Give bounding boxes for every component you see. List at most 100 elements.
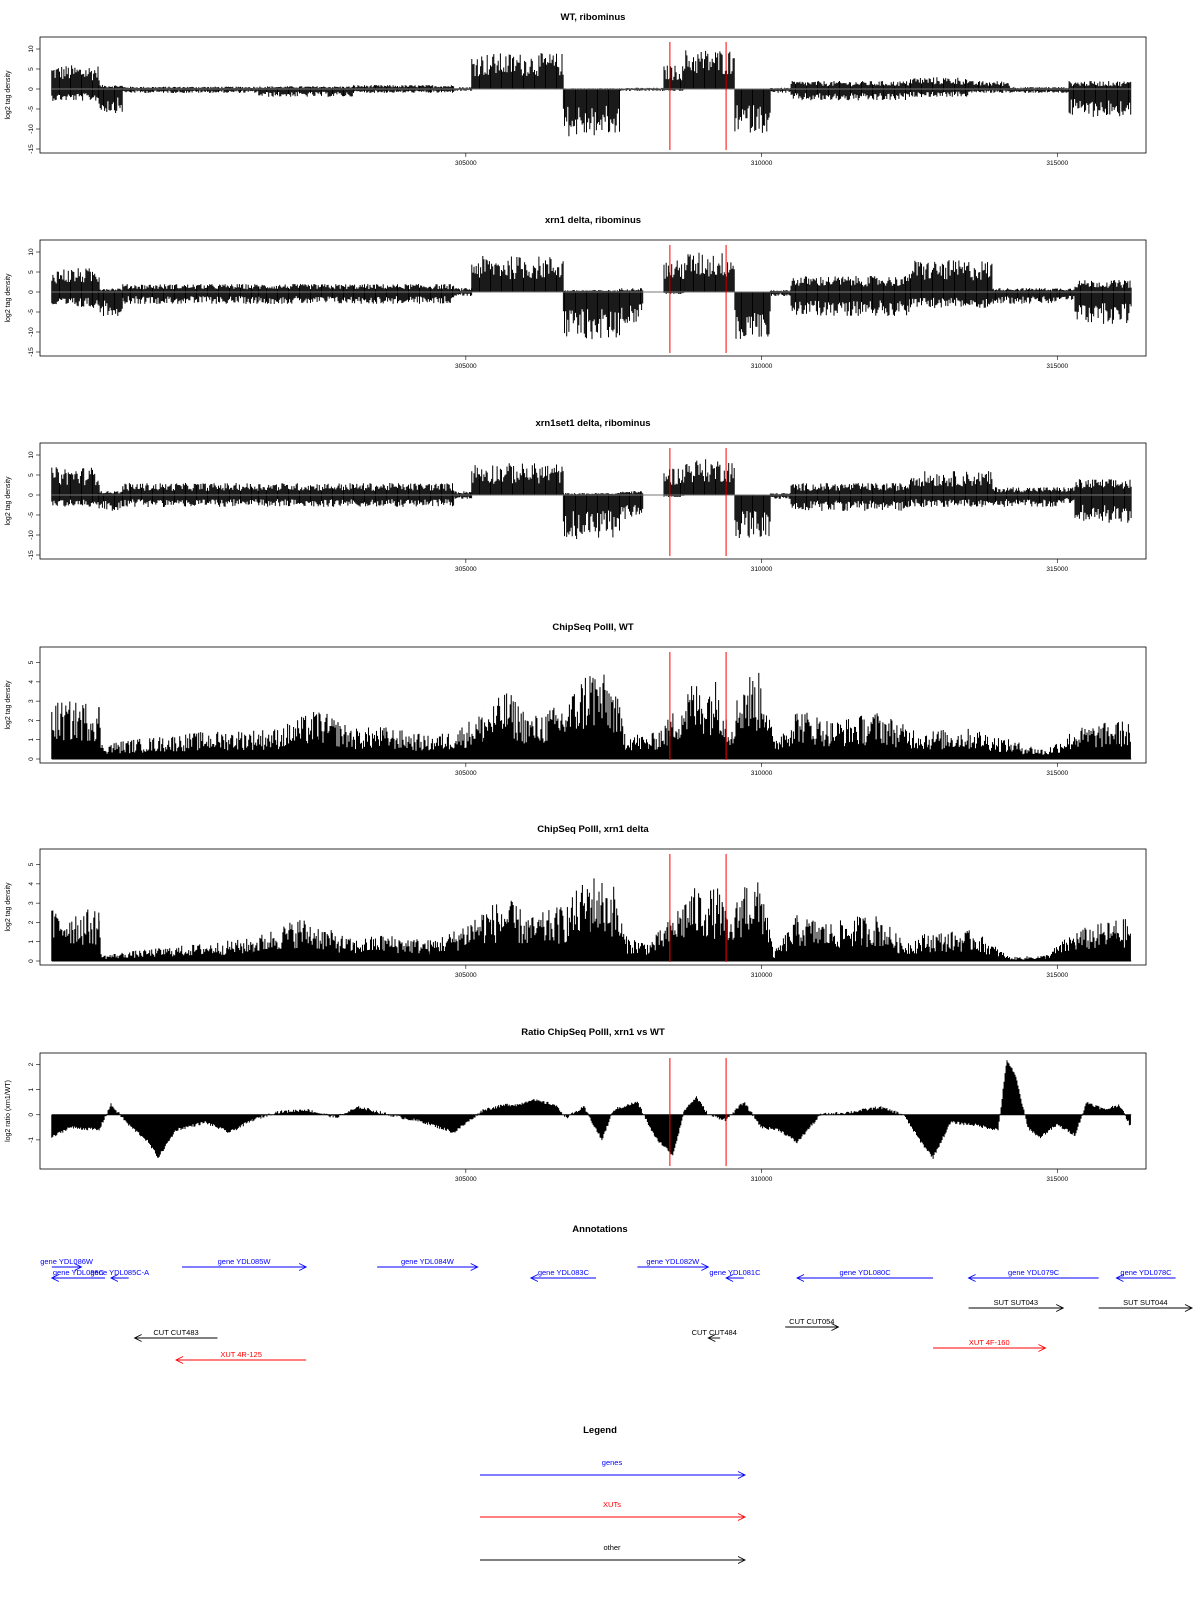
y-tick-label: -15 <box>28 144 35 154</box>
data-segment <box>453 491 473 499</box>
y-tick-label: -5 <box>28 309 35 315</box>
data-segment <box>790 483 910 511</box>
segment-bars <box>663 468 685 497</box>
data-segment <box>684 252 735 292</box>
y-tick-label: -5 <box>28 512 35 518</box>
y-tick-label: 5 <box>28 473 35 477</box>
segment-bars <box>453 288 473 296</box>
annotation-label: gene YDL080C <box>839 1268 891 1277</box>
data-segment <box>51 268 100 308</box>
y-tick-label: 2 <box>28 1062 35 1066</box>
segment-bars <box>769 290 791 296</box>
arrow-head <box>1184 1304 1194 1312</box>
annotation-label: XUT 4F-160 <box>969 1338 1010 1347</box>
data-segment <box>619 491 644 519</box>
y-tick-label: 0 <box>28 87 35 91</box>
arrow-head <box>175 1356 184 1364</box>
y-tick-label: 1 <box>28 1087 35 1091</box>
x-tick-label: 315000 <box>1046 770 1068 777</box>
annotation-label: CUT CUT483 <box>153 1328 198 1337</box>
segment-bars <box>1068 81 1132 117</box>
data-segment <box>663 260 685 294</box>
data-segment <box>258 284 354 304</box>
annotation-arrow: gene YDL078C <box>1115 1268 1176 1282</box>
annotation-arrow: gene YDL079C <box>967 1268 1099 1282</box>
data-segment <box>663 65 685 91</box>
legend-label: other <box>603 1543 621 1552</box>
annotation-label: gene YDL085W <box>218 1257 272 1266</box>
chart-panel: WT, ribominus log2 tag density -15 -10 -5 0 5 1… <box>5 12 1147 167</box>
arrow-head <box>74 1263 83 1271</box>
y-tick-label: 5 <box>28 660 35 664</box>
segment-bars <box>51 65 100 101</box>
segment-bars <box>663 65 685 91</box>
segment-bars <box>1074 479 1132 523</box>
y-tick-label: 0 <box>28 290 35 294</box>
data-segment <box>1074 479 1132 523</box>
data-segment <box>1068 81 1132 117</box>
segment-bars <box>471 463 564 495</box>
arrow-head <box>796 1274 805 1282</box>
arrow-head <box>831 1323 840 1331</box>
segment-bars <box>1056 288 1076 300</box>
x-tick-label: 305000 <box>455 363 477 370</box>
segment-bars <box>353 284 455 304</box>
annotation-arrow: CUT CUT054 <box>785 1317 840 1331</box>
data-segment <box>258 483 354 507</box>
arrow-head <box>737 1513 747 1521</box>
segment-bars <box>663 260 685 294</box>
y-tick-label: 4 <box>28 882 35 886</box>
legend-entry: XUTs <box>480 1500 747 1521</box>
annotation-label: SUT SUT044 <box>1123 1298 1167 1307</box>
chart-panel: Ratio ChipSeq PolII, xrn1 vs WT log2 rati… <box>5 1027 1147 1183</box>
y-tick-label: 2 <box>28 920 35 924</box>
annotation-arrow: gene YDL085W <box>181 1257 308 1271</box>
x-tick-label: 315000 <box>1046 160 1068 167</box>
x-tick-label: 305000 <box>455 566 477 573</box>
panel-title: xrn1set1 delta, ribominus <box>535 418 650 429</box>
annotation-label: gene YDL081C <box>709 1268 761 1277</box>
data-segment <box>968 81 1010 93</box>
profile-bars <box>51 672 1131 759</box>
segment-bars <box>991 288 1058 304</box>
annotation-label: SUT SUT043 <box>994 1298 1038 1307</box>
arrow-head <box>737 1556 747 1564</box>
panel-title: xrn1 delta, ribominus <box>545 215 641 226</box>
data-segment <box>908 77 969 97</box>
segment-bars <box>471 53 564 89</box>
arrow-head <box>109 1274 119 1282</box>
annotations-title: Annotations <box>572 1224 627 1235</box>
legend-entry: other <box>480 1543 747 1564</box>
data-segment <box>51 467 100 507</box>
data-segment <box>991 288 1058 304</box>
segment-bars <box>619 288 644 323</box>
segment-bars <box>790 81 910 101</box>
x-tick-label: 305000 <box>455 1176 477 1183</box>
plot-frame <box>39 36 1147 154</box>
data-segment <box>790 276 910 316</box>
data-segment <box>769 493 791 499</box>
segment-bars <box>991 487 1058 507</box>
data-segment <box>908 471 993 507</box>
legend-entry: genes <box>480 1458 747 1479</box>
y-tick-label: 1 <box>28 738 35 742</box>
data-segment <box>258 86 354 97</box>
annotation-arrow: gene YDL085C-A <box>91 1268 149 1282</box>
segment-bars <box>353 85 455 93</box>
data-segment <box>663 468 685 497</box>
segment-bars <box>968 81 1010 93</box>
annotation-label: gene YDL086C <box>53 1268 105 1277</box>
data-segment <box>562 290 620 340</box>
data-segment <box>51 65 100 101</box>
x-tick-label: 305000 <box>455 160 477 167</box>
panel-title: ChipSeq PolII, WT <box>552 622 633 633</box>
panel-title: WT, ribominus <box>561 12 626 23</box>
segment-bars <box>908 77 969 97</box>
segment-bars <box>769 493 791 499</box>
data-segment <box>353 85 455 93</box>
y-tick-label: 3 <box>28 901 35 905</box>
annotation-arrow: gene YDL082W <box>637 1257 710 1271</box>
y-tick-label: -10 <box>28 327 35 337</box>
annotation-label: XUT 4R-125 <box>220 1350 262 1359</box>
